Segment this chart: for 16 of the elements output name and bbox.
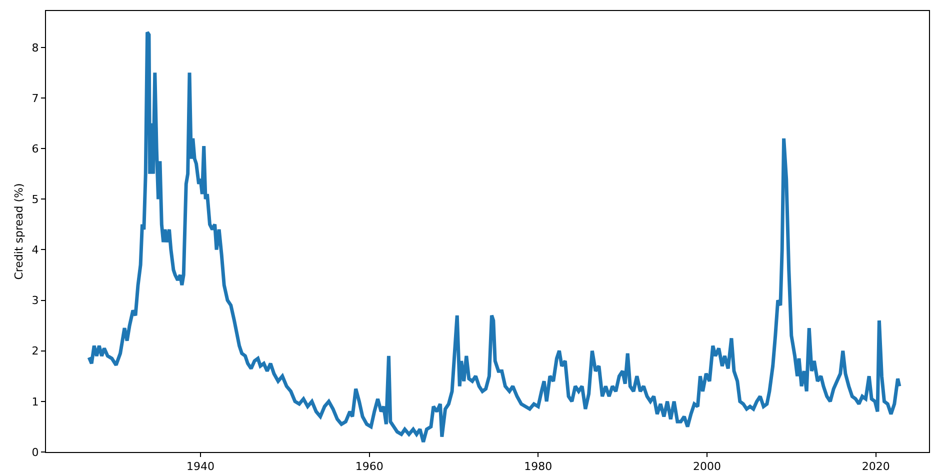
x-tick-label: 2000 [692,460,721,474]
x-tick-label: 2020 [862,460,890,474]
y-tick-label: 5 [32,192,39,206]
line-series [87,30,902,444]
y-tick-label: 4 [32,244,39,257]
y-tick-label: 8 [32,41,39,54]
x-tick-label: 1940 [186,460,214,474]
y-tick-label: 6 [32,142,39,156]
y-tick-label: 2 [32,344,39,358]
y-tick-label: 0 [32,446,39,459]
y-tick-label: 3 [32,294,39,308]
x-tick-label: 1960 [355,460,384,474]
y-tick-label: 7 [32,92,39,105]
x-tick-label: 1980 [524,460,552,474]
y-axis-title: Credit spread (%) [12,183,26,280]
y-tick-label: 1 [32,395,39,408]
